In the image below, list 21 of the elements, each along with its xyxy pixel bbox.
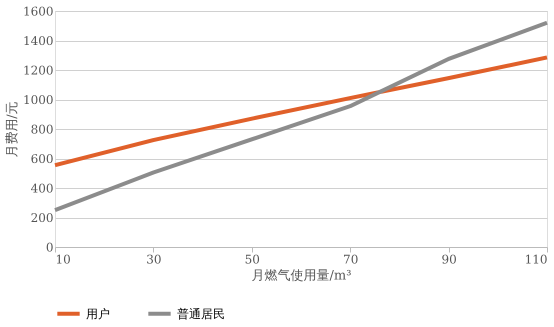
x-tick-label: 30 [146, 252, 162, 266]
y-tick-label: 800 [30, 122, 54, 136]
y-axis-title: 月费用/元 [4, 101, 20, 158]
x-tick-label: 70 [343, 252, 358, 266]
x-tick-label: 110 [524, 252, 548, 266]
y-tick-label: 1000 [22, 93, 54, 107]
legend-label: 用户 [86, 306, 110, 321]
legend-label: 普通居民 [177, 306, 225, 321]
y-tick-label: 1400 [22, 34, 54, 48]
x-axis-title: 月燃气使用量/m³ [252, 268, 352, 284]
y-tick-label: 0 [46, 240, 54, 254]
y-tick-label: 400 [30, 182, 54, 196]
x-tick-label: 50 [244, 252, 260, 266]
line-series [53, 20, 549, 212]
y-tick-label: 200 [30, 211, 54, 225]
line-series [53, 55, 549, 168]
y-tick-label: 1200 [22, 64, 54, 78]
x-tick-label: 90 [441, 252, 457, 266]
y-tick-label: 600 [30, 152, 54, 166]
x-tick-label: 10 [56, 252, 71, 266]
y-tick-label: 1600 [22, 4, 54, 18]
